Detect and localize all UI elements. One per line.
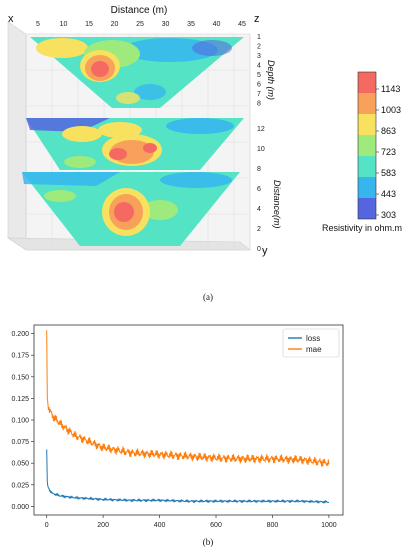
depth-tick-label: 6 bbox=[257, 82, 261, 89]
z-corner-label: z bbox=[254, 13, 260, 25]
x-tick-label: 30 bbox=[162, 21, 170, 28]
y-tick-label: 0.025 bbox=[11, 482, 29, 489]
resistivity-section-bottom bbox=[22, 172, 240, 246]
colorbar-segment bbox=[358, 114, 376, 135]
caption-a: (a) bbox=[203, 292, 213, 302]
y-tick-label: 0.100 bbox=[11, 418, 29, 425]
depth-tick-label: 4 bbox=[257, 63, 261, 70]
y-tick-label: 0.050 bbox=[11, 461, 29, 468]
depth-tick-labels: 1 2 3 4 5 6 7 8 bbox=[257, 34, 261, 108]
depth-tick-label: 3 bbox=[257, 53, 261, 60]
x-tick-label: 15 bbox=[85, 21, 93, 28]
depth-tick-label: 2 bbox=[257, 44, 261, 51]
depth-tick-label: 7 bbox=[257, 91, 261, 98]
colorbar-segment bbox=[358, 135, 376, 156]
depth-tick-label: 8 bbox=[257, 101, 261, 108]
distance-tick-label: 2 bbox=[257, 226, 261, 233]
distance-tick-label: 8 bbox=[257, 166, 261, 173]
resistivity-section-middle bbox=[26, 118, 244, 170]
depth-axis-label: Depth (m) bbox=[266, 60, 276, 100]
x-tick-label: 25 bbox=[136, 21, 144, 28]
colorbar: 1143 1003 863 723 583 443 303 bbox=[357, 71, 401, 220]
legend-box bbox=[282, 328, 340, 358]
series-lines bbox=[46, 330, 330, 504]
series-line-loss bbox=[46, 449, 330, 504]
y-tick-label: 0.175 bbox=[11, 353, 29, 360]
x-tick-label: 600 bbox=[210, 522, 222, 529]
x-tick-label: 1000 bbox=[321, 522, 337, 529]
colorbar-segment bbox=[358, 198, 376, 219]
caption-b: (b) bbox=[203, 537, 214, 547]
distance-tick-label: 12 bbox=[257, 126, 265, 133]
panel-b-line-chart: 0.000 0.025 0.050 0.075 0.100 0.125 0.150 0.175… bbox=[11, 324, 344, 547]
series-line-mae bbox=[46, 330, 330, 467]
colorbar-title: Resistivity in ohm.m bbox=[322, 223, 402, 233]
distance-tick-labels: 12 10 8 6 4 2 0 bbox=[257, 126, 265, 253]
x-tick-label: 5 bbox=[36, 21, 40, 28]
colorbar-tick-label: 723 bbox=[381, 147, 396, 157]
x-tick-label: 0 bbox=[45, 522, 49, 529]
legend: loss mae bbox=[282, 328, 340, 358]
x-tick-label: 35 bbox=[187, 21, 195, 28]
colorbar-segment bbox=[358, 156, 376, 177]
x-tick-label: 200 bbox=[97, 522, 109, 529]
depth-tick-label: 5 bbox=[257, 72, 261, 79]
x-tick-label: 45 bbox=[238, 21, 246, 28]
x-tick-label: 40 bbox=[213, 21, 221, 28]
colorbar-segment bbox=[358, 72, 376, 93]
distance-tick-label: 0 bbox=[257, 246, 261, 253]
colorbar-segment bbox=[358, 93, 376, 114]
x-corner-label: x bbox=[8, 13, 14, 25]
x-tick-labels: 5 10 15 20 25 30 35 40 45 bbox=[36, 21, 246, 28]
y-tick-labels: 0.000 0.025 0.050 0.075 0.100 0.125 0.150 0.175… bbox=[11, 331, 34, 511]
distance-tick-label: 4 bbox=[257, 206, 261, 213]
colorbar-tick-label: 303 bbox=[381, 210, 396, 220]
colorbar-tick-label: 1003 bbox=[381, 105, 401, 115]
distance-axis-label: Distance(m) bbox=[272, 180, 282, 229]
x-axis-title: Distance (m) bbox=[111, 5, 168, 16]
depth-tick-label: 1 bbox=[257, 34, 261, 41]
y-tick-label: 0.075 bbox=[11, 439, 29, 446]
x-tick-label: 10 bbox=[60, 21, 68, 28]
y-tick-label: 0.200 bbox=[11, 331, 29, 338]
x-tick-labels: 0 200 400 600 800 1000 bbox=[45, 515, 337, 529]
colorbar-tick-label: 1143 bbox=[381, 84, 400, 94]
legend-label-mae: mae bbox=[306, 345, 322, 354]
legend-label-loss: loss bbox=[306, 334, 320, 343]
x-tick-label: 400 bbox=[154, 522, 166, 529]
distance-tick-label: 6 bbox=[257, 186, 261, 193]
x-tick-label: 20 bbox=[111, 21, 119, 28]
y-corner-label: y bbox=[262, 245, 268, 257]
y-tick-label: 0.125 bbox=[11, 396, 29, 403]
panel-a-3d-plot: Distance (m) x z y 5 10 15 20 25 30 35 40 45 123… bbox=[6, 5, 402, 302]
colorbar-segment bbox=[358, 177, 376, 198]
colorbar-tick-label: 863 bbox=[381, 126, 396, 136]
y-tick-label: 0.000 bbox=[11, 504, 29, 511]
distance-tick-label: 10 bbox=[257, 146, 265, 153]
y-tick-label: 0.150 bbox=[11, 374, 29, 381]
x-tick-label: 800 bbox=[267, 522, 279, 529]
colorbar-tick-label: 583 bbox=[381, 168, 396, 178]
colorbar-tick-label: 443 bbox=[381, 189, 396, 199]
left-pane bbox=[7, 21, 27, 251]
resistivity-section-top bbox=[30, 37, 244, 108]
colorbar-frame bbox=[357, 71, 377, 220]
